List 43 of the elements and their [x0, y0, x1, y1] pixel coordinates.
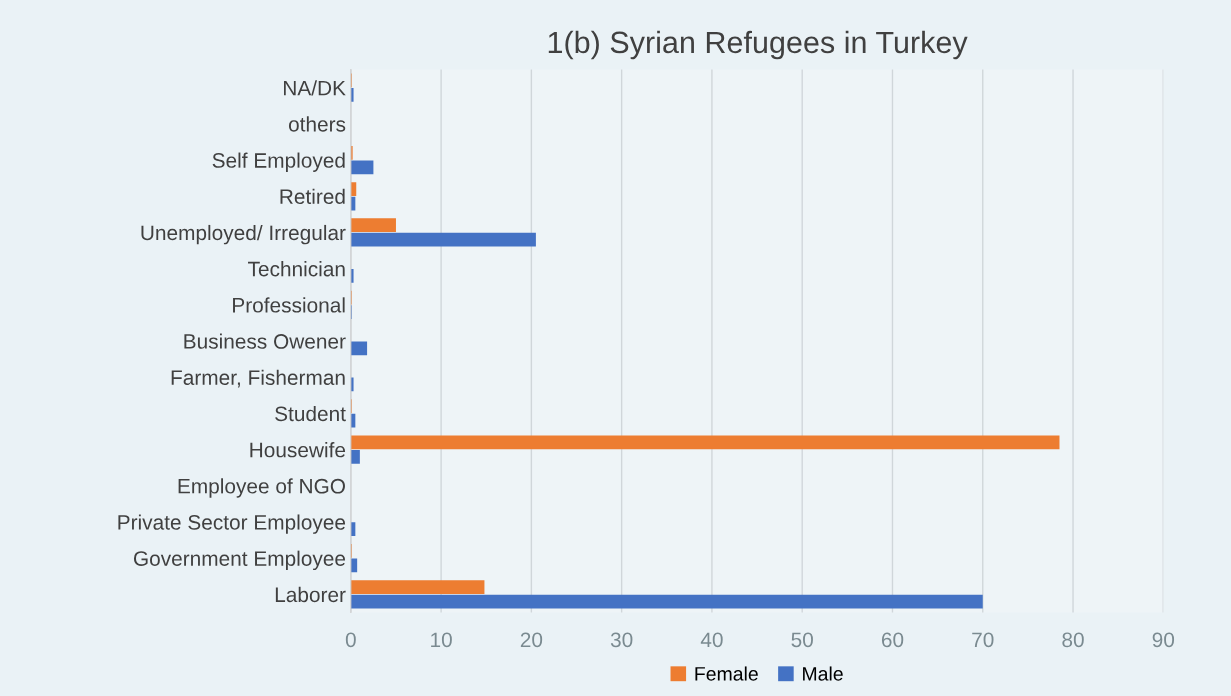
x-tick-label: 40	[700, 632, 723, 648]
y-tick-label: Private Sector Employee	[118, 514, 346, 534]
bar	[350, 218, 396, 233]
legend-label: Female	[695, 666, 758, 681]
x-tick-label: 90	[1152, 632, 1175, 648]
y-tick-label: others	[288, 116, 346, 132]
bar	[350, 341, 368, 356]
bar	[350, 160, 374, 175]
chart-title: 1(b) Syrian Refugees in Turkey	[548, 30, 968, 60]
y-tick-label: Retired	[280, 188, 345, 205]
bar	[350, 269, 354, 283]
y-tick-label: Technician	[248, 261, 345, 277]
y-tick-label: Professional	[233, 297, 345, 313]
bar	[350, 377, 354, 392]
bar	[350, 232, 536, 247]
x-tick-label: 80	[1062, 632, 1084, 648]
legend-label: Male	[803, 666, 843, 681]
y-tick-label: Employee of NGO	[178, 478, 345, 498]
y-tick-label: Laborer	[275, 586, 346, 603]
bar	[350, 449, 360, 464]
bar	[350, 522, 356, 537]
y-tick-label: Student	[275, 405, 346, 422]
bar	[350, 182, 357, 196]
y-tick-label: Business Owener	[184, 333, 346, 349]
y-tick-label: Unemployed/ Irregular	[141, 224, 346, 245]
x-tick-label: 0	[345, 632, 356, 648]
y-tick-label: Self Employed	[212, 152, 345, 172]
x-tick-label: 20	[520, 632, 543, 648]
bar	[350, 558, 358, 573]
bar	[350, 580, 485, 595]
x-tick-label: 30	[610, 632, 633, 648]
bar	[350, 413, 356, 428]
bar	[350, 88, 354, 102]
y-tick-label: Housewife	[250, 442, 346, 458]
bar	[350, 594, 983, 609]
x-tick-label: 50	[791, 632, 813, 648]
y-tick-label: Farmer, Fisherman	[171, 369, 345, 388]
bar	[350, 435, 1060, 450]
y-tick-label: NA/DK	[284, 80, 346, 96]
x-tick-label: 10	[431, 632, 452, 648]
x-tick-label: 70	[972, 632, 994, 648]
x-tick-label: 60	[881, 632, 904, 648]
y-tick-label: Government Employee	[133, 550, 346, 571]
